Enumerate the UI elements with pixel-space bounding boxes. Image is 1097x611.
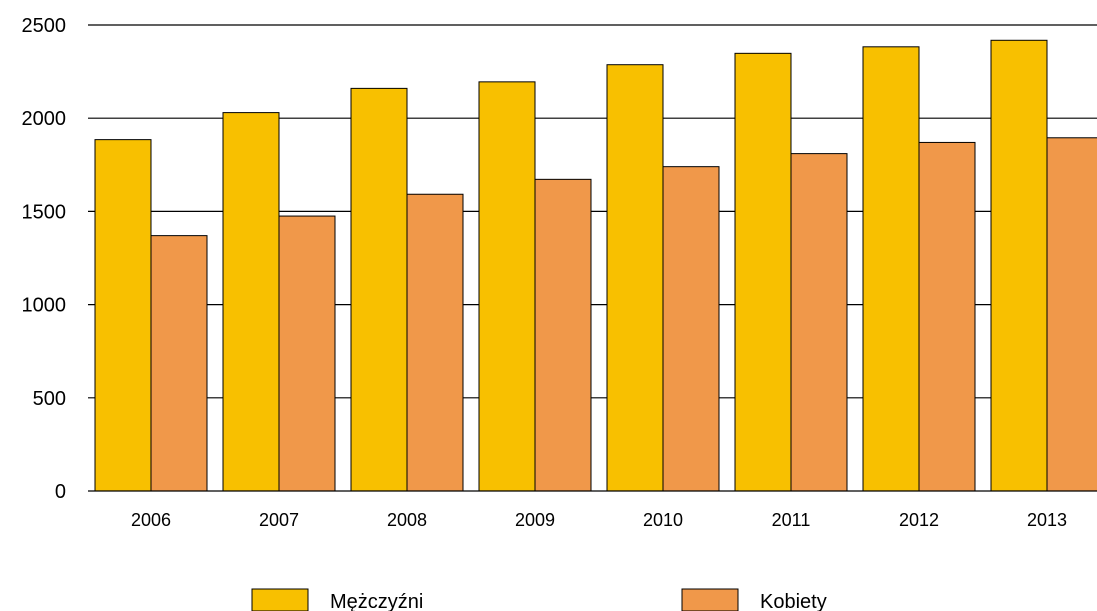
bar-series1-2012 (862, 46, 920, 492)
x-tick-label: 2013 (1027, 510, 1067, 530)
legend-swatch-2 (681, 588, 739, 611)
legend: Mężczyźni Kobiety (251, 588, 827, 611)
y-tick-label: 500 (33, 388, 66, 410)
bar-series2-2012 (918, 141, 976, 492)
y-tick-label: 0 (55, 481, 66, 503)
x-tick-label: 2008 (387, 510, 427, 530)
legend-swatch-1 (251, 588, 309, 611)
y-tick-label: 1500 (22, 201, 67, 223)
x-tick-label: 2012 (899, 510, 939, 530)
bar-series1-2006 (94, 139, 152, 492)
bar-series1-2009 (478, 81, 536, 492)
bar-series2-2013 (1046, 137, 1097, 492)
legend-label-2: Kobiety (760, 591, 827, 611)
bar-series2-2011 (790, 153, 848, 492)
legend-label-1: Mężczyźni (330, 591, 423, 611)
x-tick-label: 2006 (131, 510, 171, 530)
bar-series1-2007 (222, 112, 280, 492)
bar-series2-2006 (150, 235, 208, 492)
y-tick-label: 2000 (22, 108, 67, 130)
bar-series1-2008 (350, 87, 408, 492)
bar-series2-2007 (278, 215, 336, 492)
bar-series2-2010 (662, 166, 720, 492)
y-axis: 0 500 1000 1500 2000 2500 (22, 15, 67, 503)
bars (94, 39, 1097, 492)
x-tick-label: 2011 (772, 510, 811, 530)
bar-series1-2010 (606, 64, 664, 492)
x-axis: 2006 2007 2008 2009 2010 2011 2012 2013 (88, 490, 1097, 530)
x-tick-label: 2010 (643, 510, 683, 530)
x-tick-label: 2007 (259, 510, 299, 530)
x-tick-label: 2009 (515, 510, 555, 530)
bar-series1-2011 (734, 52, 792, 492)
bar-series1-2013 (990, 39, 1048, 492)
bar-series2-2008 (406, 193, 464, 492)
y-tick-label: 1000 (22, 295, 67, 317)
y-tick-label: 2500 (22, 15, 67, 37)
bar-series2-2009 (534, 178, 592, 492)
